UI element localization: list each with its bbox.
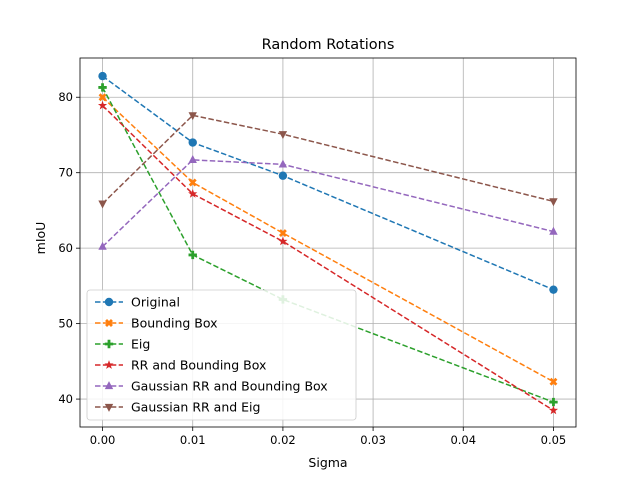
data-point — [278, 159, 288, 168]
data-point — [98, 83, 107, 92]
data-point — [549, 198, 558, 207]
y-tick-label: 40 — [58, 392, 73, 406]
legend-label: Original — [131, 295, 180, 310]
data-point — [188, 138, 197, 147]
y-tick-label: 70 — [58, 166, 73, 180]
data-point — [549, 226, 558, 235]
x-tick-label: 0.03 — [360, 433, 386, 447]
legend-entry: Gaussian RR and Eig — [95, 400, 260, 415]
legend-label: RR and Bounding Box — [131, 358, 266, 373]
data-point — [188, 189, 198, 198]
y-tick-label: 80 — [58, 90, 73, 104]
x-tick-label: 0.00 — [90, 433, 116, 447]
y-tick-label: 60 — [58, 241, 73, 255]
y-tick-label: 50 — [58, 317, 73, 331]
plot-frame — [79, 57, 577, 428]
legend-marker — [105, 319, 113, 327]
series-line — [101, 87, 554, 403]
data-point — [188, 178, 197, 187]
x-tick-label: 0.05 — [541, 433, 567, 447]
series-line — [102, 75, 554, 291]
x-axis-label: Sigma — [308, 455, 347, 470]
data-point — [548, 405, 559, 415]
legend-label: Bounding Box — [131, 316, 218, 331]
legend-label: Gaussian RR and Bounding Box — [131, 379, 328, 394]
series-line — [102, 159, 554, 248]
y-axis-label: mIoU — [33, 222, 48, 255]
data-point — [549, 397, 558, 407]
series-group — [97, 71, 559, 415]
data-point — [188, 155, 197, 164]
legend: Original Bounding Box Eig RR and Bounding B… — [86, 289, 357, 421]
series-line — [102, 96, 554, 383]
series-line — [102, 105, 554, 412]
series-5 — [98, 112, 558, 209]
data-point — [98, 93, 107, 102]
x-tick-label: 0.04 — [450, 433, 476, 447]
legend-entry: RR and Bounding Box — [95, 358, 266, 373]
legend-marker — [104, 297, 114, 307]
data-point — [188, 112, 197, 121]
data-point — [278, 236, 288, 246]
legend-box — [86, 289, 357, 421]
legend-marker — [104, 339, 114, 349]
legend-label: Eig — [131, 337, 150, 352]
data-point — [98, 200, 107, 209]
data-point — [278, 171, 288, 180]
series-0 — [98, 71, 558, 294]
series-4 — [98, 155, 558, 250]
legend-entry: Original — [95, 295, 180, 310]
axis-ticks: 0.00 0.01 0.02 0.03 0.04 0.05 40 50 60 70 80 — [58, 90, 566, 447]
legend-marker — [104, 381, 114, 390]
legend-entry: Bounding Box — [95, 316, 218, 331]
data-point — [98, 241, 107, 250]
data-point — [549, 285, 558, 294]
data-point — [278, 229, 287, 238]
data-point — [98, 71, 107, 81]
data-point — [549, 377, 558, 386]
x-tick-label: 0.02 — [270, 433, 296, 447]
series-1 — [98, 93, 558, 386]
legend-entry: Eig — [95, 337, 150, 352]
legend-marker — [104, 403, 114, 412]
series-3 — [97, 100, 559, 415]
chart-title: Random Rotations — [262, 37, 395, 53]
data-point — [188, 250, 197, 260]
x-tick-label: 0.01 — [180, 433, 206, 447]
legend-marker — [104, 360, 114, 369]
series-line — [102, 114, 554, 205]
legend-entry: Gaussian RR and Bounding Box — [95, 379, 328, 394]
legend-label: Gaussian RR and Eig — [131, 400, 260, 415]
data-point — [97, 100, 108, 110]
data-point — [278, 131, 288, 140]
